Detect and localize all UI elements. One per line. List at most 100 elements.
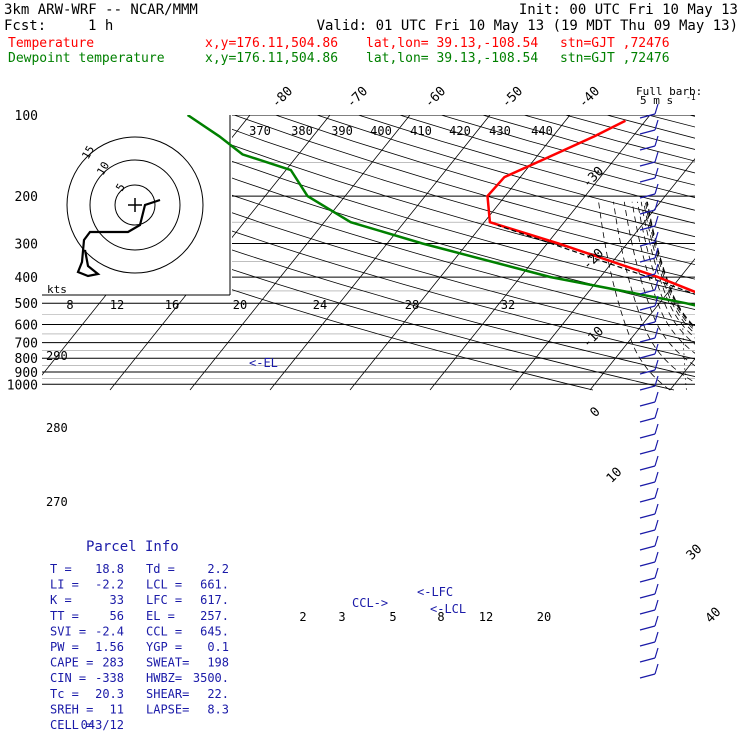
valid-time: Valid: 01 UTC Fri 10 May 13 (19 MDT Thu … [316,18,738,34]
wind-barb-staff [639,209,656,215]
parcel-info-value: 3500. [193,671,229,685]
mixing-ratio-label: 3 [338,610,345,624]
hodograph-ring [66,136,204,274]
wind-barb-feather [654,279,659,291]
hodograph-speed-label: 28 [405,298,419,312]
parcel-info-key: PW = [50,640,79,654]
parcel-info-key: LCL = [146,578,182,592]
moist-adiabat [623,201,695,367]
theta-e-label: 430 [489,124,511,138]
wind-barb-feather [654,295,659,307]
parcel-info-value: -2.4 [95,624,124,638]
wind-barb-feather [654,151,659,163]
mixing-ratio-line [682,324,687,391]
init-time: Init: 00 UTC Fri 10 May 13 [518,2,738,18]
moist-adiabat [631,201,695,354]
wind-barb-staff [639,321,656,327]
parcel-info-key: CCL = [146,624,182,638]
wind-barb-staff [639,417,656,423]
parcel-info-value: 645. [200,624,229,638]
wind-barb-feather [654,343,659,355]
isotherm-label: -40 [576,84,603,111]
theta-label: 290 [46,349,68,363]
dry-adiabat [731,115,740,390]
pressure-label: 300 [15,237,38,252]
isotherm-label: -70 [344,84,371,111]
model-title: 3km ARW-WRF -- NCAR/MMM [4,2,198,18]
dry-adiabat [606,115,695,139]
pressure-label: 700 [15,337,38,352]
wind-barb-staff [639,289,656,295]
dewp-legend-stn: stn=GJT ,72476 [560,51,670,66]
hodograph-speed-label: 16 [165,298,179,312]
hodograph-ring [89,159,181,251]
moist-adiabat [646,201,695,330]
parcel-info-value: 1.56 [95,640,124,654]
wind-barb-staff [639,593,656,599]
pressure-label: 400 [15,271,38,286]
fcst-value: 1 h [88,18,114,34]
sounding-series: TemperatureDewpoint temperature [186,115,695,307]
pressure-label: 800 [15,352,38,367]
parcel-info-key: K = [50,593,72,607]
moist-adiabat [640,201,695,339]
wind-barb-staff [639,625,656,631]
temp-legend-latlon: lat,lon= 39.13,-108.54 [366,36,539,51]
isotherm-label: -80 [269,84,296,111]
parcel-info-key: CELL = [50,718,93,732]
parcel-info-value: 0.1 [207,640,229,654]
mixing-ratio-line [723,325,729,390]
wind-barb-feather [654,375,659,387]
isotherm-label: 40 [703,605,725,627]
isotherm-label: -10 [580,324,607,351]
wind-barb-staff [639,497,656,503]
barb-legend-exp: -1 [686,93,696,102]
parcel-info-key: TT = [50,609,79,623]
wind-barb-staff [639,529,656,535]
wind-barb-feather [654,631,659,643]
fcst-label: Fcst: [4,18,47,34]
moist-adiabat [645,201,695,332]
dry-adiabat [482,115,695,174]
wind-barb-staff [639,113,656,119]
isotherm [589,258,695,391]
dry-adiabat [275,115,695,238]
parcel-info-key: Td = [146,562,175,576]
wind-barb-feather [654,263,659,275]
series-line [497,224,695,295]
parcel-info-key: CIN = [50,671,86,685]
mixing-ratio-label: 20 [537,610,551,624]
moist-adiabat [613,201,695,383]
wind-barb-feather [654,199,659,211]
parcel-info-key: LI = [50,578,79,592]
parcel-info: Parcel Info T = 18.8 Td = 2.2 LI = -2.2 LCL = 66… [50,539,229,732]
moist-adiabat [647,201,695,328]
isotherm-label: -50 [499,84,526,111]
dry-adiabat [648,115,695,128]
dry-adiabat [689,115,695,117]
isotherm-label: -20 [580,246,607,273]
wind-barb-feather [654,471,659,483]
wind-barb-feather [654,359,659,371]
wind-barb-staff [639,465,656,471]
moist-adiabat [646,201,695,329]
wind-barb-feather [654,183,659,195]
parcel-info-panel [42,538,240,730]
dry-adiabat [42,139,695,343]
theta-e-label: 440 [531,124,553,138]
wind-barb-staff [639,481,656,487]
isotherm [269,115,491,391]
mixing-ratio-label: 8 [437,610,444,624]
isotherm-label: 10 [604,465,626,487]
dewp-legend-latlon: lat,lon= 39.13,-108.54 [366,51,539,66]
wind-barb-feather [654,519,659,531]
dewp-legend-xy: x,y=176.11,504.86 [205,51,339,66]
series-line [486,119,695,294]
barb-legend-title: Full barb: [636,85,702,98]
temp-legend-stn: stn=GJT ,72476 [560,36,670,51]
ccl-marker: CCL-> [352,596,388,610]
dry-adiabat [109,115,695,295]
wind-barb-staff [639,257,656,263]
wind-barb-feather [654,647,659,659]
